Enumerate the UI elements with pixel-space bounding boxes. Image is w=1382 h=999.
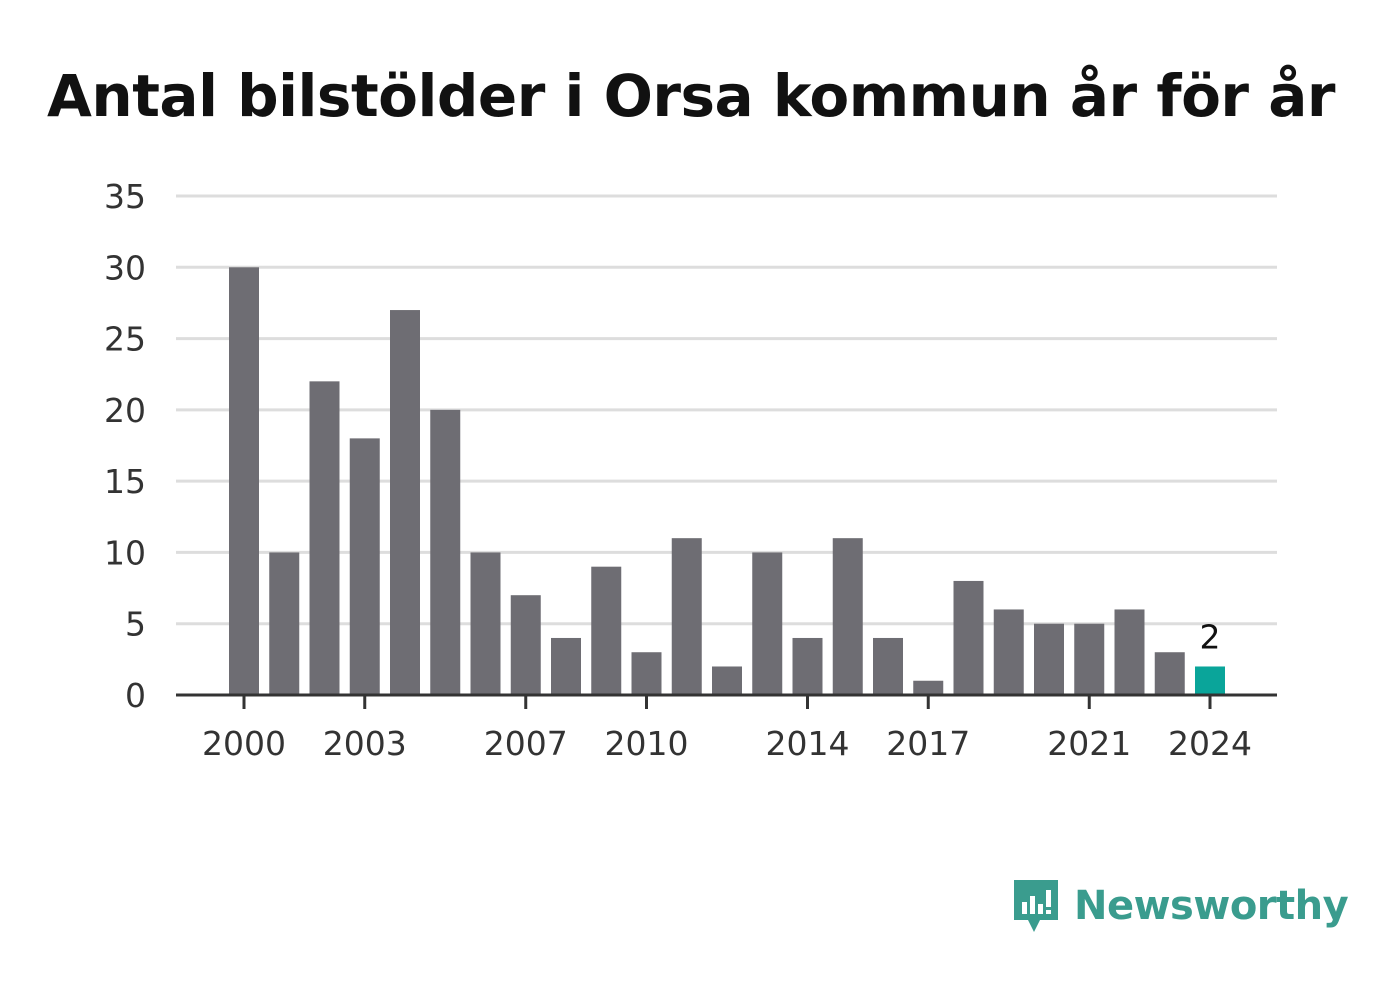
bar-2010 (631, 652, 662, 695)
bar-2002 (309, 381, 340, 695)
data-label-highlight: 2 (1200, 617, 1221, 656)
x-tick-label: 2003 (323, 724, 407, 763)
x-axis-ticks: 2000 2003 2007 2010 2014 2017 2021 2024 (202, 695, 1252, 763)
bar-2021 (1074, 623, 1105, 695)
bar-2011 (671, 538, 702, 695)
y-tick-label: 0 (125, 676, 146, 715)
bar-2024 (1195, 666, 1225, 695)
y-axis-ticks: 0 5 10 15 20 25 30 35 (104, 177, 146, 715)
y-tick-label: 20 (104, 391, 146, 430)
bar-2022 (1114, 609, 1145, 695)
grid-lines (176, 194, 1277, 626)
y-tick-label: 30 (104, 248, 146, 287)
brand-name: Newsworthy (1074, 883, 1349, 929)
bar-2006 (470, 552, 501, 695)
bar-2016 (873, 637, 903, 695)
data-labels: 2 (1200, 617, 1221, 656)
chart-title: Antal bilstölder i Orsa kommun år för år (47, 62, 1335, 130)
x-tick-label: 2024 (1168, 724, 1252, 763)
bar-2018 (953, 580, 984, 695)
bar-2012 (712, 666, 742, 695)
bar-2008 (551, 637, 581, 695)
bar-2001 (269, 552, 300, 695)
x-tick-label: 2017 (886, 724, 970, 763)
newsworthy-logo-icon (1014, 880, 1058, 932)
y-tick-label: 5 (125, 605, 146, 644)
bar-2015 (832, 538, 863, 695)
newsworthy-logo: Newsworthy (1010, 876, 1349, 936)
bar-2014 (792, 637, 823, 695)
x-tick-label: 2010 (605, 724, 689, 763)
bar-2000 (229, 267, 259, 695)
bar-2009 (591, 566, 622, 695)
bar-2023 (1154, 652, 1185, 695)
bar-2020 (1034, 623, 1064, 695)
bar-2019 (993, 609, 1024, 695)
bar-2013 (752, 552, 783, 695)
x-tick-label: 2021 (1047, 724, 1131, 763)
y-tick-label: 25 (104, 320, 146, 359)
y-tick-label: 15 (104, 462, 146, 501)
x-tick-label: 2000 (202, 724, 286, 763)
y-tick-label: 35 (104, 177, 146, 216)
x-tick-label: 2007 (484, 724, 568, 763)
bars (229, 267, 1225, 695)
bar-2005 (430, 409, 461, 695)
y-tick-label: 10 (104, 533, 146, 572)
bar-2003 (349, 438, 380, 695)
x-tick-label: 2014 (766, 724, 850, 763)
bar-2004 (390, 310, 420, 695)
bar-2017 (913, 680, 944, 695)
bar-2007 (510, 595, 541, 695)
